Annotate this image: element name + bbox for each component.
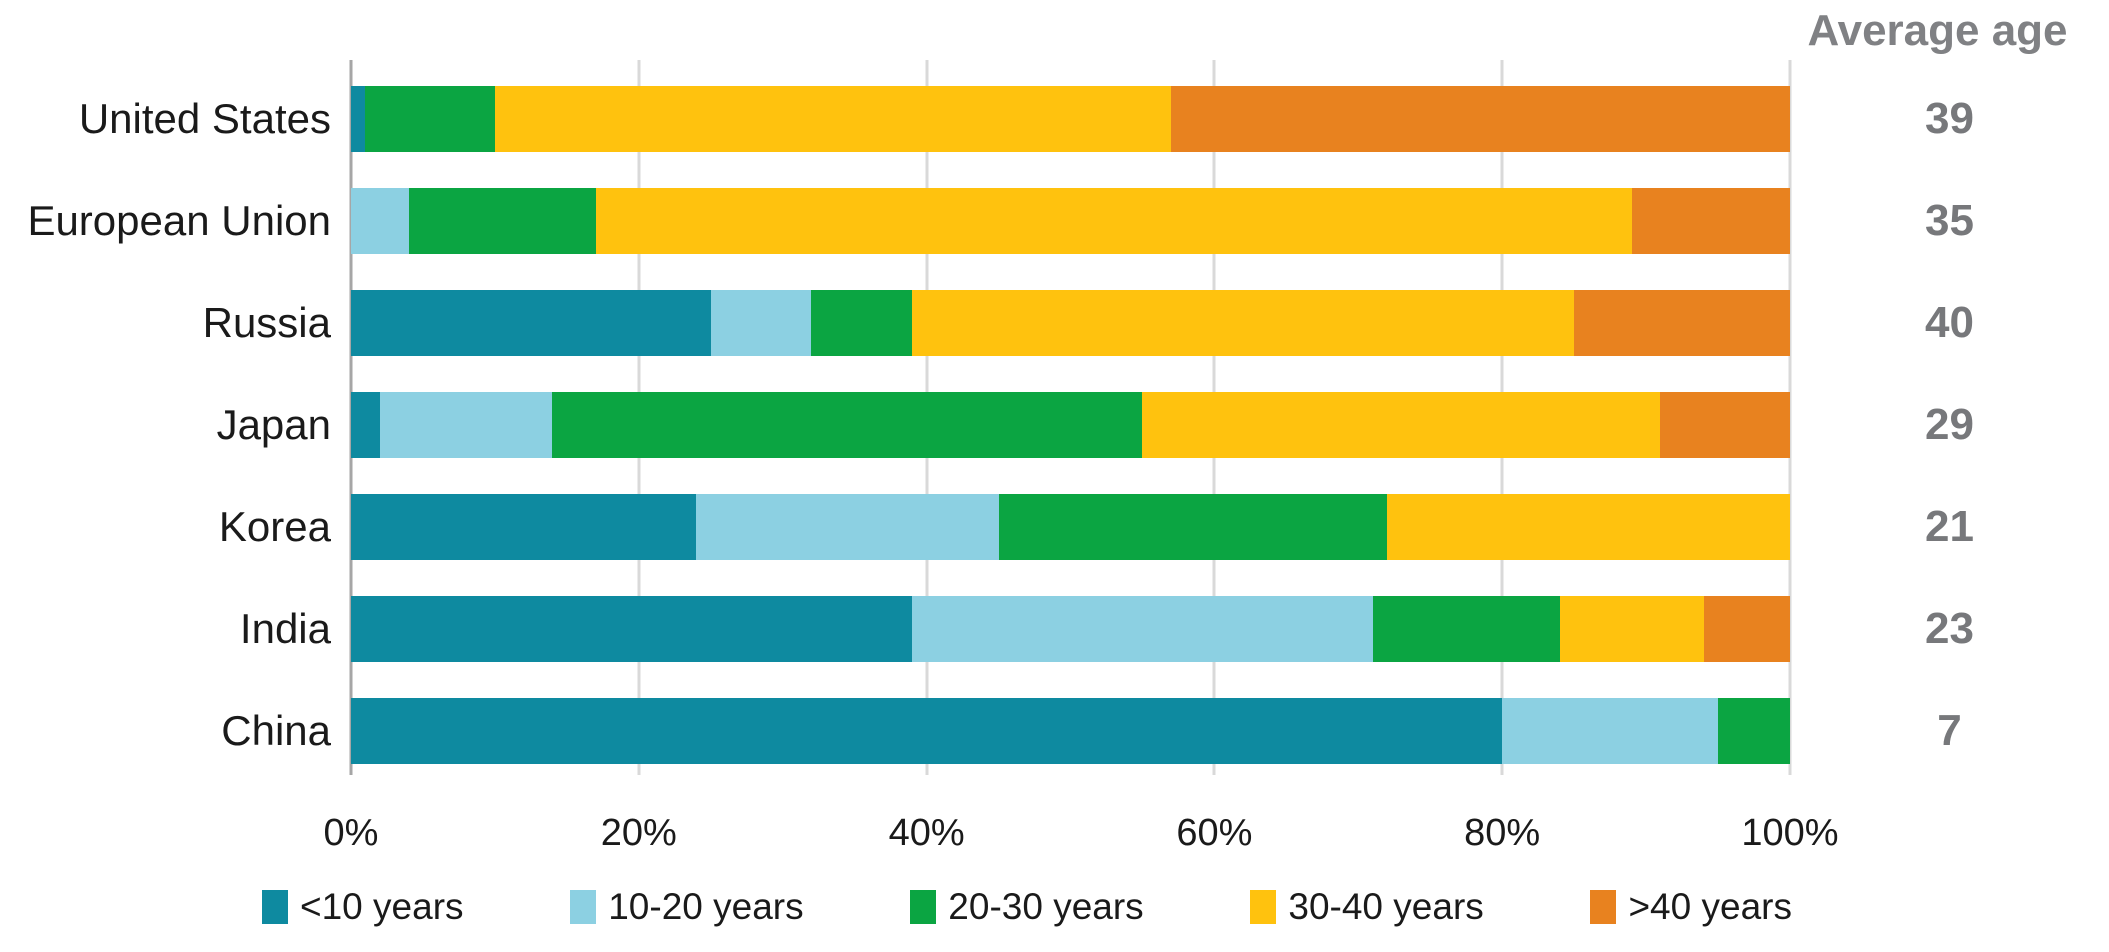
legend-swatch [262, 890, 288, 924]
average-age-values-column: 39 35 40 29 21 23 7 [1790, 86, 2109, 764]
category-label: Russia [202, 299, 331, 346]
bar-segment [1718, 698, 1790, 764]
legend-item: <10 years [262, 886, 464, 928]
bar-row [351, 494, 1790, 560]
bar-segment [1372, 596, 1560, 662]
gridline-100% [1788, 60, 1792, 775]
legend-label: 30-40 years [1288, 886, 1484, 927]
bar-row [351, 392, 1790, 458]
average-age-value: 29 [1925, 400, 1974, 449]
bar-segment [351, 86, 366, 152]
bar-segment [1703, 596, 1790, 662]
bar-segment [998, 494, 1388, 560]
legend-item: >40 years [1590, 886, 1792, 928]
x-tick-label: 80% [1464, 812, 1541, 854]
bar-segment [351, 596, 913, 662]
bar-segment [1142, 392, 1661, 458]
category-label: Korea [218, 503, 331, 550]
bar-segment [365, 86, 495, 152]
category-label: United States [78, 95, 331, 142]
legend-item: 20-30 years [910, 886, 1144, 928]
bar-segment [1387, 494, 1790, 560]
x-tick-label: 40% [888, 812, 965, 854]
bar-segment [1559, 596, 1704, 662]
chart-rows [351, 86, 1790, 764]
legend-swatch [570, 890, 597, 924]
x-tick-label: 20% [600, 812, 677, 854]
bar-row [351, 86, 1790, 152]
average-age-value: 21 [1925, 502, 1974, 551]
x-axis-tick-labels: 0% 20% 40% 60% 80% 100% [324, 812, 1839, 862]
legend-label: <10 years [300, 886, 464, 927]
bar-row [351, 188, 1790, 254]
bar-segment [1574, 290, 1790, 356]
legend-item: 10-20 years [570, 886, 804, 928]
legend-label: >40 years [1628, 886, 1792, 927]
x-tick-label: 100% [1741, 812, 1839, 854]
bar-segment [351, 188, 409, 254]
bar-segment [351, 392, 380, 458]
average-age-header: Average age [1807, 6, 2068, 55]
bar-segment [595, 188, 1632, 254]
bar-segment [379, 392, 553, 458]
bar-row [351, 290, 1790, 356]
bar-segment [1171, 86, 1790, 152]
bar-segment [408, 188, 596, 254]
bar-segment [552, 392, 1143, 458]
chart-legend: <10 years 10-20 years 20-30 years 30-40 yea… [262, 882, 1792, 932]
legend-label: 20-30 years [948, 886, 1144, 927]
legend-swatch [1590, 890, 1617, 924]
average-age-value: 40 [1925, 298, 1974, 347]
bar-segment [351, 494, 697, 560]
legend-item: 30-40 years [1250, 886, 1484, 928]
category-label: China [221, 707, 331, 754]
legend-swatch [910, 890, 937, 924]
bar-segment [811, 290, 913, 356]
x-tick-label: 60% [1176, 812, 1253, 854]
category-label: India [239, 605, 331, 652]
average-age-value: 7 [1937, 706, 1962, 755]
legend-label: 10-20 years [608, 886, 804, 927]
bar-row [351, 596, 1790, 662]
x-tick-label: 0% [323, 812, 379, 854]
bar-segment [494, 86, 1172, 152]
average-age-value: 35 [1925, 196, 1974, 245]
average-age-value: 23 [1925, 604, 1974, 653]
category-labels-column: United States European Union Russia Japan Ko… [0, 86, 331, 764]
bar-segment [1660, 392, 1790, 458]
bar-segment [351, 698, 1503, 764]
bar-segment [351, 290, 711, 356]
average-age-value: 39 [1925, 94, 1974, 143]
legend-swatch [1250, 890, 1277, 924]
category-label: European Union [27, 197, 331, 244]
bar-segment [912, 596, 1373, 662]
bar-segment [710, 290, 812, 356]
bar-segment [912, 290, 1575, 356]
category-label: Japan [216, 401, 331, 448]
bar-segment [696, 494, 999, 560]
bar-segment [1502, 698, 1719, 764]
bar-row [351, 698, 1790, 764]
bar-segment [1631, 188, 1790, 254]
